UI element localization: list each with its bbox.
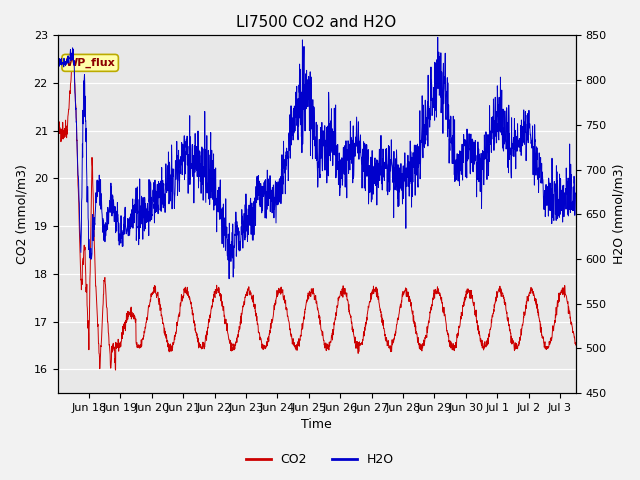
CO2: [112, 367, 120, 373]
CO2: [306, 290, 314, 296]
Legend: CO2, H2O: CO2, H2O: [241, 448, 399, 471]
X-axis label: Time: Time: [301, 419, 332, 432]
H2O: [225, 276, 233, 282]
H2O: [572, 190, 579, 196]
Y-axis label: CO2 (mmol/m3): CO2 (mmol/m3): [15, 164, 28, 264]
H2O: [80, 96, 88, 101]
H2O: [306, 110, 314, 116]
H2O: [557, 192, 564, 198]
CO2: [557, 290, 565, 296]
H2O: [434, 35, 442, 40]
H2O: [462, 138, 470, 144]
Line: CO2: CO2: [58, 52, 575, 370]
CO2: [81, 242, 88, 248]
Line: H2O: H2O: [58, 37, 575, 279]
CO2: [572, 342, 579, 348]
Text: WP_flux: WP_flux: [65, 58, 115, 68]
H2O: [54, 59, 61, 64]
H2O: [292, 115, 300, 120]
Y-axis label: H2O (mmol/m3): H2O (mmol/m3): [612, 164, 625, 264]
CO2: [54, 125, 61, 131]
CO2: [292, 347, 300, 353]
CO2: [69, 49, 77, 55]
H2O: [557, 190, 565, 196]
CO2: [557, 289, 564, 295]
Title: LI7500 CO2 and H2O: LI7500 CO2 and H2O: [236, 15, 397, 30]
CO2: [462, 295, 470, 301]
